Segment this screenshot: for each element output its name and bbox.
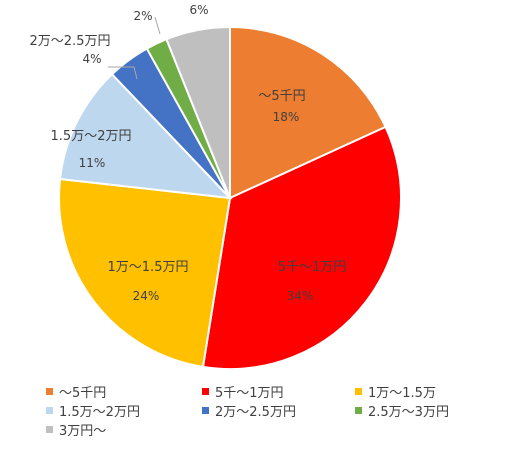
legend-item: 1.5万～2万円 (46, 401, 140, 420)
chart-legend: ～5千円 5千～1万円 1万～1.5万 1.5万～2万円 2万～2.5万円 2.5万～3万… (46, 382, 516, 439)
slice-category-label: ～5千円 (258, 89, 305, 104)
legend-item: 2.5万～3万円 (355, 401, 449, 420)
legend-swatch (202, 388, 209, 395)
legend-item: 1万～1.5万 (355, 382, 436, 401)
slice-category-label: 5千～1万円 (278, 260, 347, 275)
legend-label: 2.5万～3万円 (368, 405, 449, 420)
leader-line (108, 66, 138, 80)
legend-item: 5千～1万円 (202, 382, 284, 401)
slice-category-label: 2万～2.5万円 (30, 34, 111, 49)
legend-swatch (355, 388, 362, 395)
legend-label: 1.5万～2万円 (59, 405, 140, 420)
pie-slice (58, 72, 233, 200)
pie-slice (165, 25, 231, 199)
legend-swatch (202, 407, 209, 414)
legend-label: ～5千円 (59, 386, 107, 401)
legend-item: 3万円～ (46, 420, 106, 439)
slice-percent-label: 4% (82, 52, 101, 66)
slice-percent-label: 24% (133, 289, 160, 303)
slice-category-label: 1万～1.5万円 (108, 260, 189, 275)
pie-slice (58, 177, 232, 368)
pie-slice (229, 25, 387, 200)
legend-swatch (46, 388, 53, 395)
legend-row: ～5千円 5千～1万円 1万～1.5万 (46, 382, 516, 401)
legend-item: ～5千円 (46, 382, 106, 401)
pie-slice (201, 125, 402, 370)
legend-swatch (355, 407, 362, 414)
slice-percent-label: 11% (79, 156, 106, 170)
legend-swatch (46, 426, 53, 433)
legend-row: 3万円～ (46, 420, 516, 439)
slice-percent-label: 6% (189, 3, 208, 17)
legend-label: 2万～2.5万円 (215, 405, 296, 420)
legend-row: 1.5万～2万円 2万～2.5万円 2.5万～3万円 (46, 401, 516, 420)
legend-label: 1万～1.5万 (368, 386, 436, 401)
slice-percent-label: 18% (273, 110, 300, 124)
legend-label: 5千～1万円 (215, 386, 284, 401)
legend-item: 2万～2.5万円 (202, 401, 296, 420)
pie-chart-svg: ～5千円 18% 5千～1万円 34% 1万～1.5万円 24% 1.5万～2万円 11% 2万… (30, 3, 402, 370)
leader-line (154, 16, 161, 35)
legend-label: 3万円～ (59, 424, 107, 439)
slice-category-label: 1.5万～2万円 (51, 129, 132, 144)
slice-percent-label: 2% (133, 9, 152, 23)
slice-percent-label: 34% (287, 289, 314, 303)
legend-swatch (46, 407, 53, 414)
